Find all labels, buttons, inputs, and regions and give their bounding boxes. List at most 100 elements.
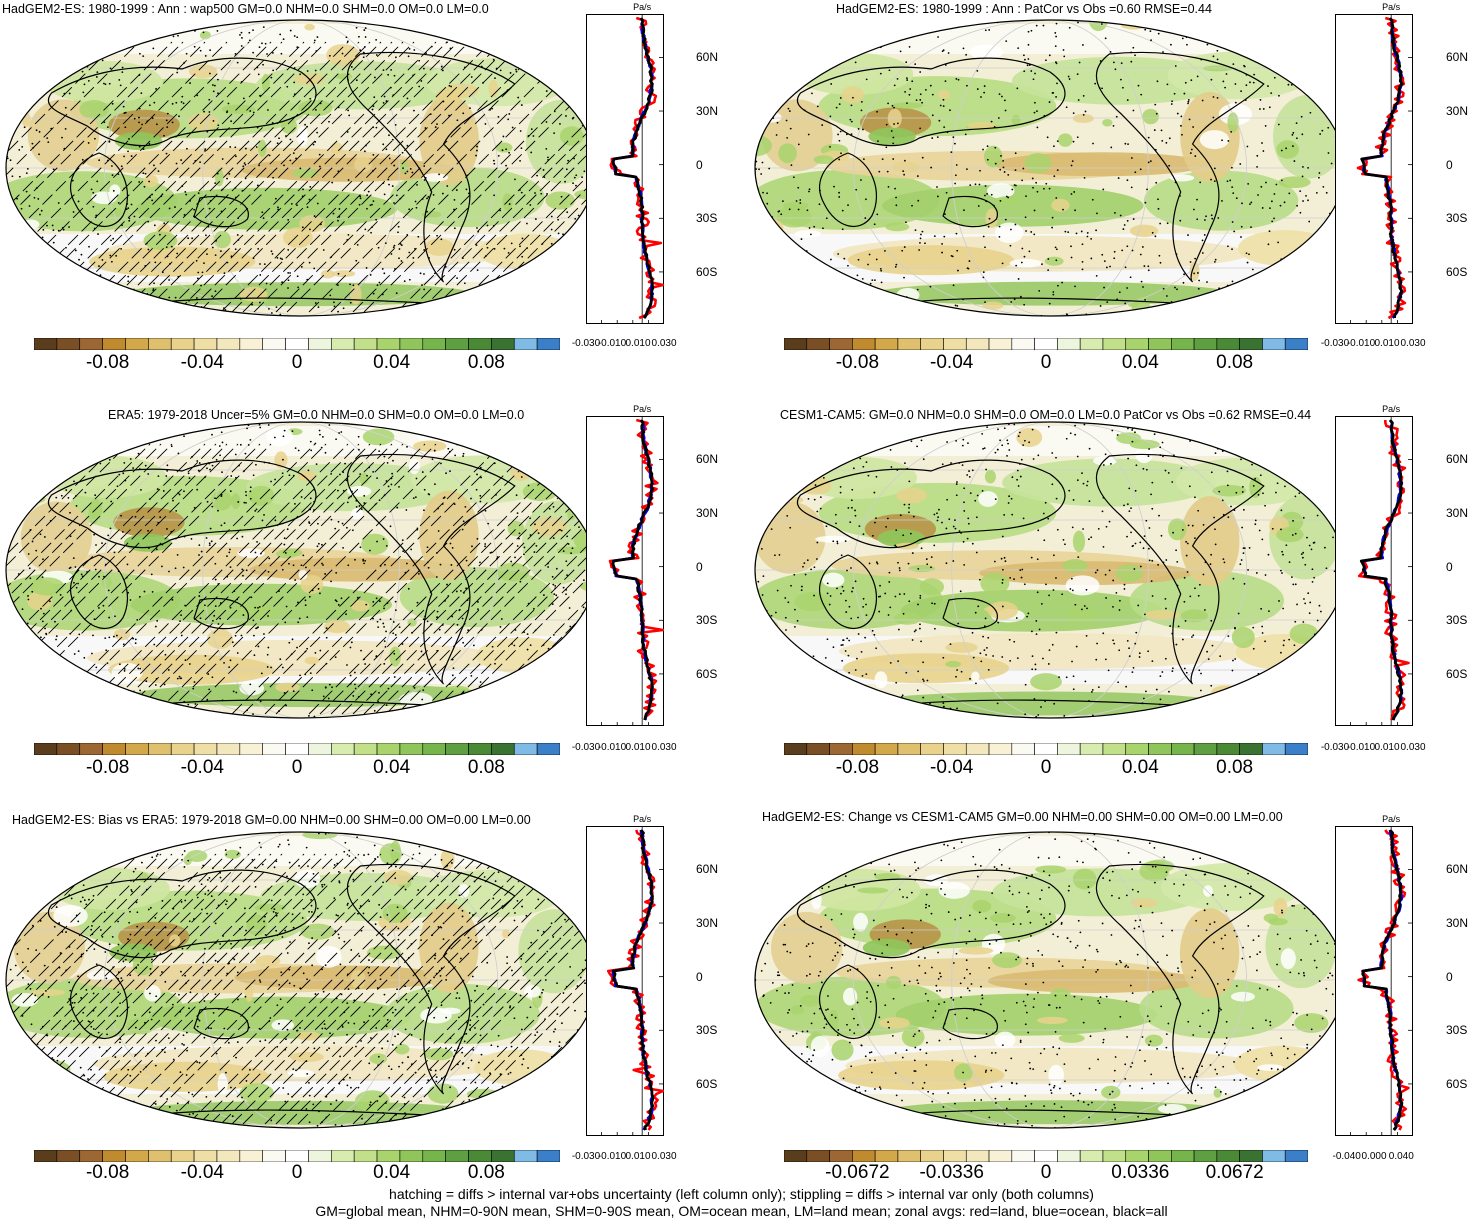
- stipple-dot: [955, 78, 957, 80]
- colorbar-swatch: [1240, 338, 1263, 350]
- stipple-dot: [1148, 269, 1150, 271]
- stipple-dot: [130, 599, 132, 601]
- stipple-dot: [874, 223, 876, 225]
- colorbar-swatch: [194, 338, 217, 350]
- stipple-dot: [1053, 175, 1055, 177]
- stipple-dot: [1187, 103, 1189, 105]
- stipple-dot: [1002, 606, 1004, 608]
- stipple-dot: [943, 99, 945, 101]
- stipple-dot: [318, 306, 320, 308]
- stipple-dot: [203, 32, 205, 34]
- stipple-dot: [393, 165, 395, 167]
- stipple-dot: [493, 160, 495, 162]
- stipple-dot: [920, 237, 922, 239]
- stipple-dot: [239, 34, 241, 36]
- colorbar-swatch: [103, 338, 126, 350]
- stipple-dot: [1322, 186, 1324, 188]
- stipple-dot: [985, 654, 987, 656]
- stipple-dot: [1238, 613, 1240, 615]
- stipple-dot: [1227, 471, 1229, 473]
- colorbar-swatch: [1012, 743, 1035, 755]
- field-patch: [1093, 456, 1117, 465]
- stipple-dot: [1206, 651, 1208, 653]
- stipple-dot: [821, 124, 823, 126]
- stipple-dot: [395, 634, 397, 636]
- stipple-dot: [163, 222, 165, 224]
- stipple-dot: [984, 246, 986, 248]
- stipple-dot: [418, 86, 420, 88]
- stipple-dot: [212, 620, 214, 622]
- stipple-dot: [249, 110, 251, 112]
- stipple-dot: [244, 907, 246, 909]
- stipple-dot: [41, 652, 43, 654]
- stipple-dot: [138, 117, 140, 119]
- stipple-dot: [983, 271, 985, 273]
- stipple-dot: [973, 657, 975, 659]
- stipple-dot: [483, 432, 485, 434]
- stipple-dot: [903, 277, 905, 279]
- stipple-dot: [1018, 435, 1020, 437]
- stipple-dot: [90, 1069, 92, 1071]
- stipple-dot: [223, 1028, 225, 1030]
- stipple-dot: [245, 1127, 247, 1129]
- stipple-dot: [464, 313, 466, 315]
- stipple-dot: [210, 528, 212, 530]
- stipple-dot: [522, 463, 524, 465]
- stipple-dot: [1055, 719, 1057, 720]
- stipple-dot: [249, 490, 251, 492]
- stipple-dot: [74, 653, 76, 655]
- stipple-dot: [245, 495, 247, 497]
- stipple-dot: [155, 1103, 157, 1105]
- stipple-dot: [522, 238, 524, 240]
- stipple-dot: [423, 165, 425, 167]
- stipple-dot: [1211, 218, 1213, 220]
- stipple-dot: [1090, 238, 1092, 240]
- stipple-dot: [1172, 532, 1174, 534]
- stipple-dot: [547, 847, 549, 849]
- stipple-dot: [903, 613, 905, 615]
- stipple-dot: [197, 1026, 199, 1028]
- field-patch: [1030, 673, 1062, 690]
- stipple-dot: [1070, 432, 1072, 434]
- stipple-dot: [95, 569, 97, 571]
- stipple-dot: [1301, 116, 1303, 118]
- lat-tick-label: 0: [1446, 560, 1453, 574]
- stipple-dot: [435, 841, 437, 843]
- stipple-dot: [768, 256, 770, 258]
- colorbar-swatch: [194, 743, 217, 755]
- stipple-dot: [165, 475, 167, 477]
- stipple-dot: [780, 213, 782, 215]
- field-patch: [126, 1017, 155, 1034]
- stipple-dot: [948, 518, 950, 520]
- stipple-dot: [80, 997, 82, 999]
- stipple-dot: [198, 595, 200, 597]
- stipple-dot: [312, 1104, 314, 1106]
- stipple-dot: [1292, 46, 1294, 48]
- map-plot: [4, 18, 598, 318]
- stipple-dot: [31, 312, 33, 314]
- stipple-dot: [894, 188, 896, 190]
- stipple-dot: [29, 76, 31, 78]
- stipple-dot: [476, 474, 478, 476]
- field-patch: [351, 600, 370, 611]
- stipple-dot: [969, 476, 971, 478]
- colorbar-swatch: [217, 338, 240, 350]
- stipple-dot: [433, 194, 435, 196]
- stipple-dot: [200, 617, 202, 619]
- stipple-dot: [304, 124, 306, 126]
- stipple-dot: [395, 601, 397, 603]
- stipple-dot: [847, 265, 849, 267]
- stipple-dot: [1319, 638, 1321, 640]
- stipple-dot: [185, 659, 187, 661]
- stipple-dot: [120, 515, 122, 517]
- stipple-dot: [813, 655, 815, 657]
- stipple-dot: [451, 862, 453, 864]
- stipple-dot: [1195, 718, 1197, 720]
- stipple-dot: [459, 836, 461, 838]
- stipple-dot: [201, 883, 203, 885]
- stipple-dot: [1244, 66, 1246, 68]
- stipple-dot: [759, 693, 761, 695]
- stipple-dot: [103, 83, 105, 85]
- colorbar-tick-label: -0.08: [836, 757, 879, 779]
- stipple-dot: [386, 545, 388, 547]
